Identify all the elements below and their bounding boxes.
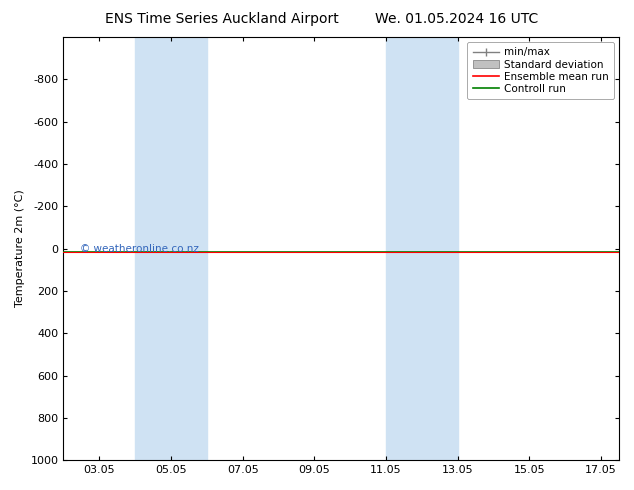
Y-axis label: Temperature 2m (°C): Temperature 2m (°C) — [15, 190, 25, 307]
Text: ENS Time Series Auckland Airport: ENS Time Series Auckland Airport — [105, 12, 339, 26]
Bar — [135, 37, 207, 460]
Text: We. 01.05.2024 16 UTC: We. 01.05.2024 16 UTC — [375, 12, 538, 26]
Text: © weatheronline.co.nz: © weatheronline.co.nz — [80, 244, 199, 254]
Bar — [386, 37, 458, 460]
Legend: min/max, Standard deviation, Ensemble mean run, Controll run: min/max, Standard deviation, Ensemble me… — [467, 42, 614, 99]
